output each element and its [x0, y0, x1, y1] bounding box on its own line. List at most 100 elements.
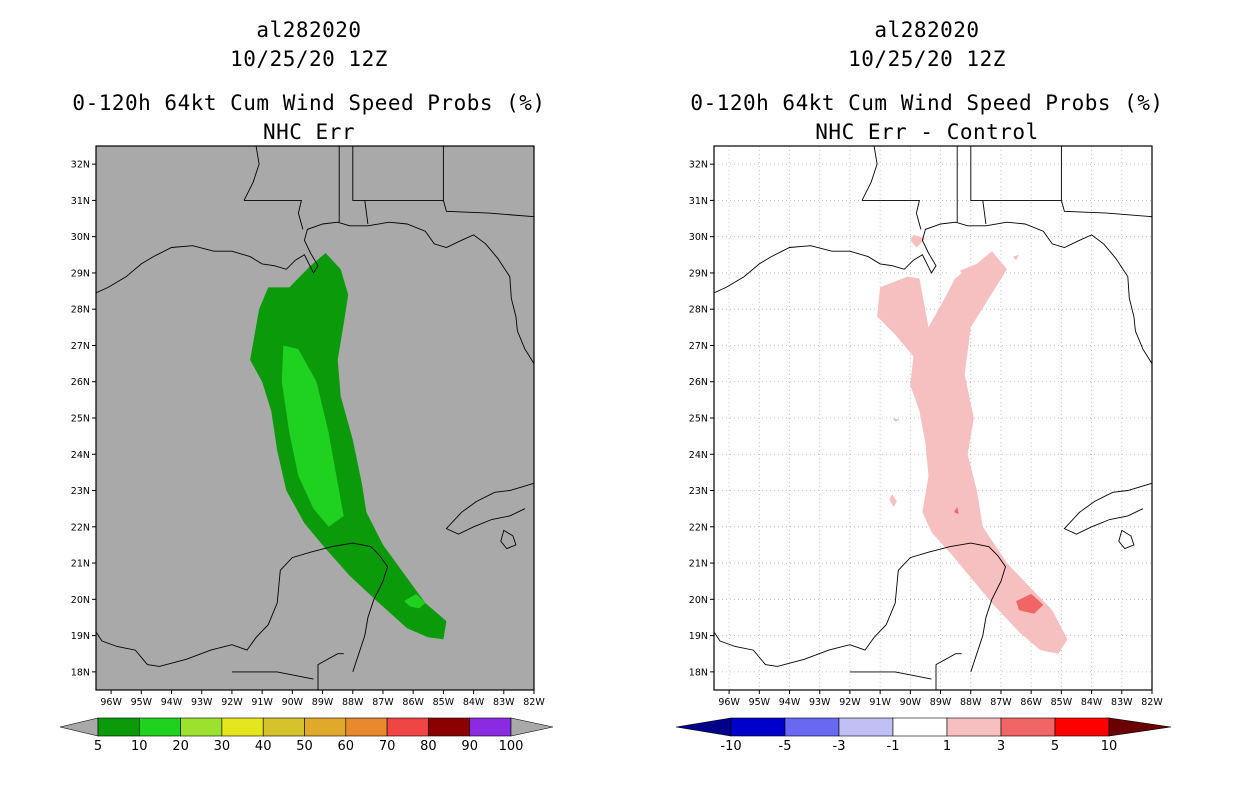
left-map: 32N 31N 30N 29N 28N 27N 26N 25N 24N 23N 22N 21N 20N 1…	[59, 145, 554, 754]
colorbar-label: 3	[997, 739, 1005, 754]
panel-subtitle: NHC Err	[262, 120, 355, 144]
lon-label: 91W	[251, 697, 273, 708]
colorbar-label: 10	[131, 739, 148, 754]
state-border	[243, 146, 260, 201]
colorbar-label: -5	[779, 739, 792, 754]
colorbar-label: 50	[296, 739, 313, 754]
lat-label: 28N	[71, 305, 90, 316]
storm-id: al282020	[256, 18, 362, 42]
lat-label: 26N	[71, 377, 90, 388]
datetime: 10/25/20 12Z	[230, 47, 388, 71]
panel-subtitle: NHC Err - Control	[815, 120, 1039, 144]
colorbar-label: 80	[420, 739, 437, 754]
state-border	[244, 199, 304, 230]
state-border	[970, 146, 987, 225]
lon-label: 95W	[749, 697, 771, 708]
lon-label: 93W	[191, 697, 213, 708]
lat-label: 20N	[689, 595, 708, 606]
colorbar-swatch	[386, 717, 429, 737]
map-layers	[714, 146, 1152, 690]
lat-label: 31N	[689, 196, 708, 207]
lon-label: 96W	[100, 697, 122, 708]
colorbar-swatch	[262, 717, 305, 737]
colorbar-swatch	[428, 717, 470, 737]
colorbar-over-arrow	[1108, 717, 1172, 737]
colorbar-label: 10	[1101, 739, 1118, 754]
state-border	[317, 653, 344, 690]
colorbar-under-arrow	[59, 717, 99, 737]
coastline-cuba	[1063, 482, 1152, 535]
lon-label: 89W	[312, 697, 334, 708]
coastline-cuba	[445, 482, 534, 535]
coastline-gulf	[714, 221, 1152, 364]
lat-label: 25N	[689, 414, 708, 425]
colorbar-swatch	[946, 717, 1002, 737]
lon-label: 89W	[930, 697, 952, 708]
lon-label: 87W	[990, 697, 1012, 708]
lat-label: 25N	[71, 414, 90, 425]
colorbar-swatch	[139, 717, 181, 737]
colorbar-label: 20	[172, 739, 189, 754]
lon-label: 82W	[523, 697, 545, 708]
colorbar-label: 40	[255, 739, 272, 754]
colorbar-swatch	[97, 717, 140, 737]
lon-label: 85W	[433, 697, 455, 708]
lat-label: 21N	[689, 559, 708, 570]
lat-label: 29N	[689, 268, 708, 279]
coastline-isle-of-youth	[500, 529, 517, 550]
lat-label: 21N	[71, 559, 90, 570]
state-border	[862, 199, 922, 230]
colorbar-swatch	[304, 717, 347, 737]
colorbar-swatch	[221, 717, 264, 737]
lon-label: 96W	[718, 697, 740, 708]
lat-label: 23N	[71, 486, 90, 497]
colorbar-label: -1	[887, 739, 900, 754]
lon-label: 86W	[1020, 697, 1042, 708]
lon-label: 90W	[900, 697, 922, 708]
lat-label: 27N	[689, 341, 708, 352]
colorbar-swatch	[784, 717, 840, 737]
right-panel: al282020 10/25/20 12Z 0-120h 64kt Cum Wi…	[618, 0, 1236, 800]
lon-label: 92W	[221, 697, 243, 708]
lon-label: 94W	[779, 697, 801, 708]
diff-region-3to5	[954, 506, 959, 515]
colorbar-under-arrow	[675, 717, 732, 737]
state-border	[352, 146, 369, 225]
colorbar-label: 60	[338, 739, 355, 754]
lat-label: 28N	[689, 305, 708, 316]
lat-label: 32N	[71, 160, 90, 171]
lon-label: 84W	[1081, 697, 1103, 708]
colorbar-swatch	[1054, 717, 1110, 737]
coastline-gulf	[96, 221, 534, 364]
colorbar-label: 5	[1051, 739, 1059, 754]
colorbar-swatch	[1000, 717, 1056, 737]
colorbar-label: 1	[943, 739, 951, 754]
coastline-isle-of-youth	[1118, 529, 1135, 550]
colorbar-swatch	[180, 717, 223, 737]
prob-region-10pct	[281, 345, 344, 527]
left-panel: al282020 10/25/20 12Z 0-120h 64kt Cum Wi…	[59, 18, 554, 754]
lat-label: 30N	[71, 232, 90, 243]
colorbar-label: 5	[94, 739, 102, 754]
lat-label: 19N	[71, 631, 90, 642]
lat-label: 32N	[689, 160, 708, 171]
lon-label: 86W	[402, 697, 424, 708]
prob-region-10pct	[404, 593, 426, 609]
colorbar-label: 30	[214, 739, 231, 754]
datetime: 10/25/20 12Z	[848, 47, 1006, 71]
lon-label: 83W	[1111, 697, 1133, 708]
diff-region-3to5	[1016, 593, 1044, 614]
lat-label: 18N	[689, 667, 708, 678]
lat-label: 22N	[689, 522, 708, 533]
coastline-yucatan	[96, 542, 388, 673]
lat-label: 30N	[689, 232, 708, 243]
diff-region-below-1	[946, 263, 962, 279]
lon-label: 93W	[809, 697, 831, 708]
lat-label: 22N	[71, 522, 90, 533]
coastline-yucatan	[714, 542, 1006, 673]
lat-label: 20N	[71, 595, 90, 606]
lon-label: 88W	[342, 697, 364, 708]
colorbar-swatch	[892, 717, 948, 737]
lat-label: 23N	[689, 486, 708, 497]
colorbar-label: 90	[461, 739, 478, 754]
